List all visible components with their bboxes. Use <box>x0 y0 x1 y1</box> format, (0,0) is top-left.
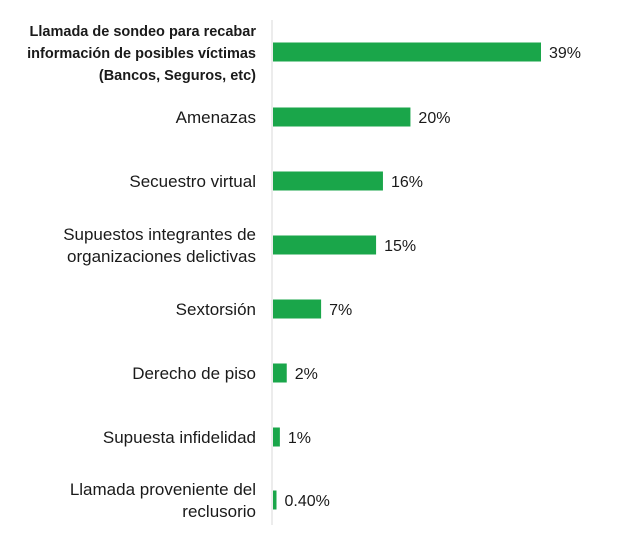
bar-2 <box>273 171 383 191</box>
data-label-7: 0.40% <box>285 493 330 510</box>
category-label-0-line-2: (Bancos, Seguros, etc) <box>99 68 256 84</box>
data-label-0: 39% <box>549 45 581 62</box>
bar-0 <box>273 42 541 62</box>
data-label-5: 2% <box>295 366 318 383</box>
data-label-3: 15% <box>384 238 416 255</box>
bar-4 <box>273 299 322 319</box>
category-label-7-line-1: reclusorio <box>182 502 256 521</box>
category-label-0-line-0: Llamada de sondeo para recabar <box>30 24 257 40</box>
bar-7 <box>273 490 277 510</box>
category-label-1-line-0: Amenazas <box>176 108 256 127</box>
bar-1 <box>273 107 411 127</box>
bar-5 <box>273 363 287 383</box>
data-label-1: 20% <box>418 110 450 127</box>
bar-6 <box>273 427 280 447</box>
category-label-4-line-0: Sextorsión <box>176 300 256 319</box>
category-label-0-line-1: información de posibles víctimas <box>27 46 256 62</box>
category-label-6-line-0: Supuesta infidelidad <box>103 428 256 447</box>
category-label-2-line-0: Secuestro virtual <box>129 172 256 191</box>
bar-3 <box>273 235 377 255</box>
category-label-7-line-0: Llamada proveniente del <box>70 480 256 499</box>
data-label-6: 1% <box>288 430 311 447</box>
data-label-4: 7% <box>329 302 352 319</box>
data-label-2: 16% <box>391 174 423 191</box>
category-label-5-line-0: Derecho de piso <box>132 364 256 383</box>
category-label-3-line-0: Supuestos integrantes de <box>63 225 256 244</box>
category-label-3-line-1: organizaciones delictivas <box>67 247 256 266</box>
